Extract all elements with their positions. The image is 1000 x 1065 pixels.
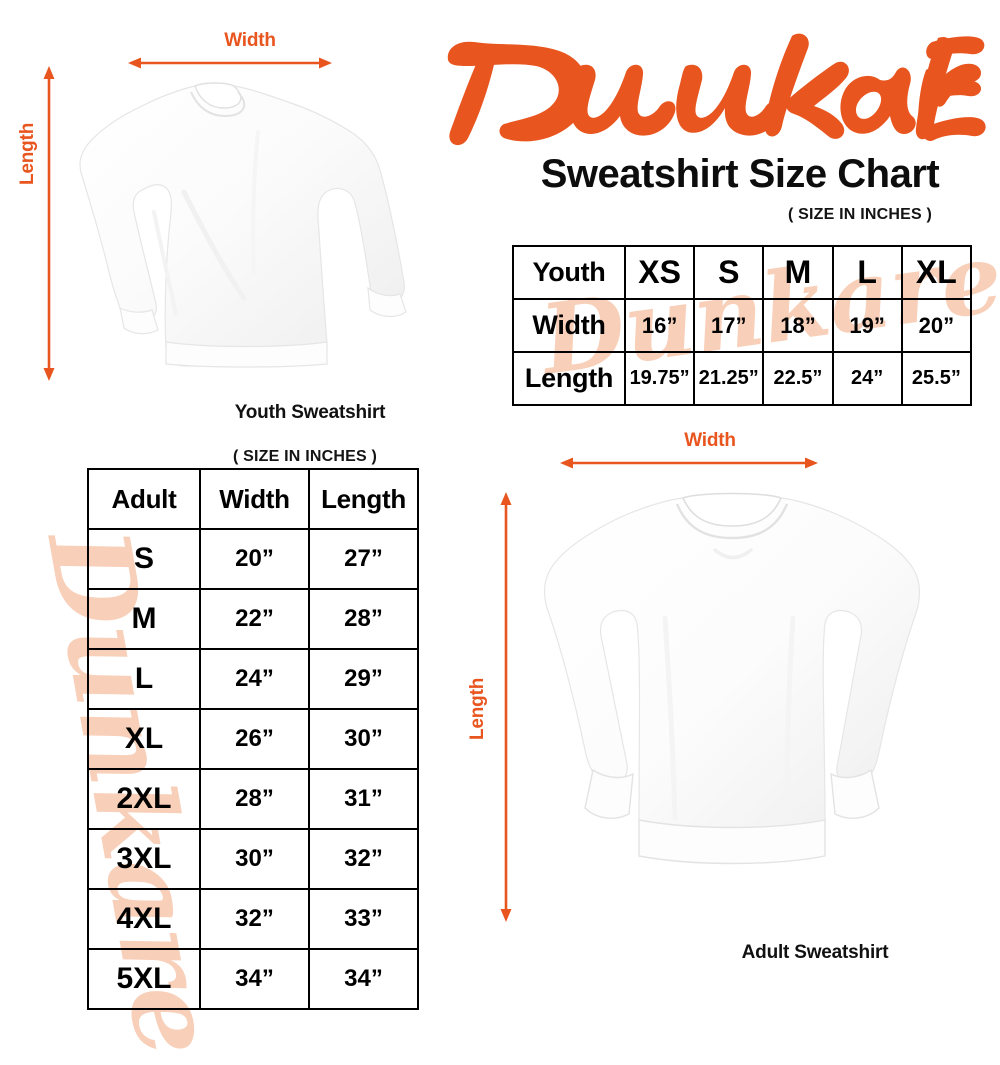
youth-width-l: 19” [831,298,903,353]
youth-size-m: M [762,245,834,300]
table-row: 4XL 32” 33” [87,888,419,950]
youth-units-note: ( SIZE IN INCHES ) [787,206,933,223]
youth-width-label: Width [224,30,276,51]
adult-width-label: Width [684,430,736,451]
adult-length-m: 28” [308,588,419,650]
adult-width-3xl: 30” [199,828,310,890]
table-row: 5XL 34” 34” [87,948,419,1010]
youth-length-arrow-icon [42,66,56,381]
youth-size-xl: XL [900,245,973,300]
adult-width-s: 20” [199,528,310,590]
adult-width-l: 24” [199,648,310,710]
adult-length-s: 27” [308,528,419,590]
youth-width-row-label: Width [512,298,626,353]
adult-length-label: Length [467,677,488,740]
table-row: 2XL 28” 31” [87,768,419,830]
adult-size-table: Adult Width Length S 20” 27” M 22” 28” L… [87,468,419,1010]
youth-sweatshirt-image [58,72,424,397]
table-row: Adult Width Length [87,468,419,530]
youth-width-s: 17” [693,298,765,353]
adult-length-arrow-icon [499,492,513,922]
adult-width-arrow-icon [560,456,818,470]
adult-sweatshirt-image [515,488,925,933]
youth-corner-label: Youth [512,245,626,300]
youth-width-arrow-icon [128,56,332,70]
youth-width-xl: 20” [900,298,973,353]
table-row: Width 16” 17” 18” 19” 20” [512,298,973,353]
adult-size-m: M [87,588,201,650]
youth-size-table: Youth XS S M L XL Width 16” 17” 18” 19” … [512,245,973,406]
youth-sweatshirt-caption: Youth Sweatshirt [234,402,386,423]
table-row: 3XL 30” 32” [87,828,419,890]
youth-size-xs: XS [623,245,696,300]
adult-length-2xl: 31” [308,768,419,830]
youth-length-label: Length [17,122,38,185]
brand-logo [440,22,988,150]
youth-length-row-label: Length [512,351,626,406]
page-title: Sweatshirt Size Chart [540,152,940,196]
table-row: Youth XS S M L XL [512,245,973,300]
youth-size-l: L [831,245,903,300]
adult-size-5xl: 5XL [87,948,201,1010]
adult-sweatshirt-caption: Adult Sweatshirt [741,942,889,963]
youth-length-m: 22.5” [762,351,834,406]
adult-size-xl: XL [87,708,201,770]
adult-header-length: Length [308,468,419,530]
table-row: Length 19.75” 21.25” 22.5” 24” 25.5” [512,351,973,406]
adult-size-l: L [87,648,201,710]
youth-length-xs: 19.75” [623,351,696,406]
table-row: XL 26” 30” [87,708,419,770]
youth-size-s: S [693,245,765,300]
adult-units-note: ( SIZE IN INCHES ) [232,448,378,465]
table-row: L 24” 29” [87,648,419,710]
adult-length-3xl: 32” [308,828,419,890]
adult-width-xl: 26” [199,708,310,770]
table-row: S 20” 27” [87,528,419,590]
adult-width-5xl: 34” [199,948,310,1010]
adult-size-s: S [87,528,201,590]
adult-length-5xl: 34” [308,948,419,1010]
adult-size-2xl: 2XL [87,768,201,830]
youth-width-xs: 16” [623,298,696,353]
youth-length-l: 24” [831,351,903,406]
youth-length-s: 21.25” [693,351,765,406]
adult-header-size: Adult [87,468,201,530]
adult-width-m: 22” [199,588,310,650]
adult-size-3xl: 3XL [87,828,201,890]
adult-width-2xl: 28” [199,768,310,830]
adult-length-l: 29” [308,648,419,710]
adult-size-4xl: 4XL [87,888,201,950]
adult-length-xl: 30” [308,708,419,770]
table-row: M 22” 28” [87,588,419,650]
adult-length-4xl: 33” [308,888,419,950]
youth-width-m: 18” [762,298,834,353]
adult-header-width: Width [199,468,310,530]
adult-width-4xl: 32” [199,888,310,950]
youth-length-xl: 25.5” [900,351,973,406]
